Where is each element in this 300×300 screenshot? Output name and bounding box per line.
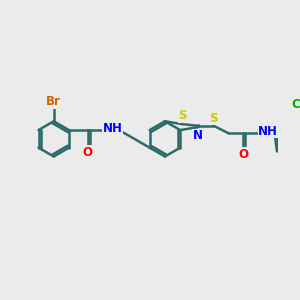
Text: O: O	[82, 146, 92, 159]
Text: Br: Br	[46, 95, 61, 108]
Text: NH: NH	[103, 122, 122, 135]
Text: S: S	[209, 112, 218, 125]
Text: Cl: Cl	[291, 98, 300, 111]
Text: O: O	[238, 148, 248, 161]
Text: NH: NH	[258, 125, 278, 138]
Text: N: N	[193, 129, 203, 142]
Text: S: S	[178, 109, 187, 122]
